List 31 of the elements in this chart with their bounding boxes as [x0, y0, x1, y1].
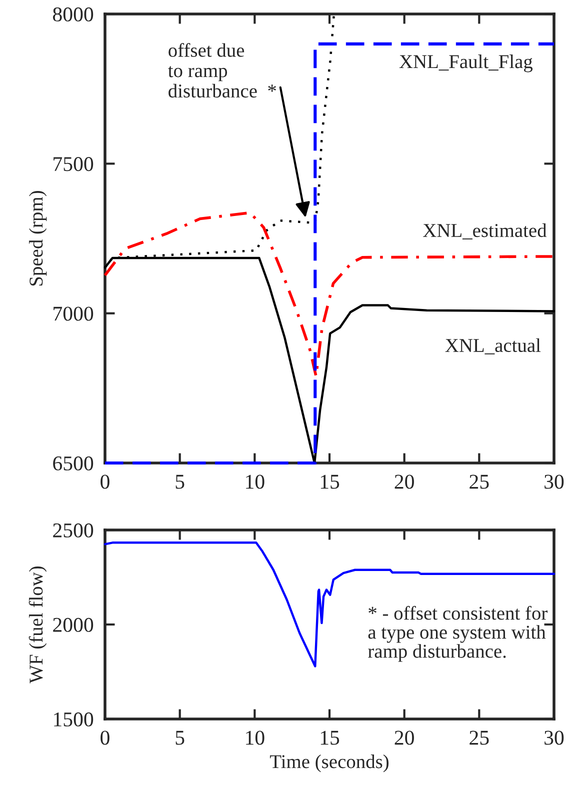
series-label: XNL_estimated	[423, 223, 547, 240]
x-tick-label: 0	[100, 474, 110, 489]
annotation: * - offset consistent for a type one system with ramp disturbance.	[368, 606, 548, 662]
line-series	[104, 542, 556, 668]
y-tick-label: 7500	[54, 157, 94, 172]
x-tick-label: 10	[246, 474, 264, 489]
y-tick-label: 6500	[53, 456, 94, 470]
y-tick-label: 8000	[53, 7, 94, 22]
annotation: offset due to ramp disturbance *	[168, 43, 276, 98]
x-tick-label: 25	[470, 730, 489, 745]
y-tick-label: 7000	[54, 306, 94, 321]
x-tick-label: 5	[176, 730, 184, 745]
x-tick-label: 30	[544, 730, 564, 745]
x-tick-label: 20	[394, 474, 414, 489]
y-tick-label: 1500	[54, 712, 94, 726]
line-series	[104, 211, 556, 378]
series-label: XNL_Fault_Flag	[399, 54, 533, 72]
y-tick-label: 2000	[53, 618, 94, 632]
y-axis-title: Speed (rpm)	[29, 191, 47, 286]
x-tick-label: 5	[176, 474, 184, 489]
x-tick-label: 10	[246, 730, 264, 745]
x-tick-label: 15	[320, 730, 340, 745]
x-tick-label: 20	[394, 730, 414, 745]
series-label: XNL_actual	[445, 338, 541, 354]
x-tick-label: 15	[320, 474, 340, 489]
x-tick-label: 0	[100, 730, 110, 745]
y-tick-label: 2500	[53, 523, 94, 538]
x-axis-title: Time (seconds)	[270, 754, 389, 772]
y-axis-title: WF (fuel flow)	[28, 566, 47, 684]
x-tick-label: 25	[470, 474, 489, 489]
x-tick-label: 30	[544, 474, 564, 489]
